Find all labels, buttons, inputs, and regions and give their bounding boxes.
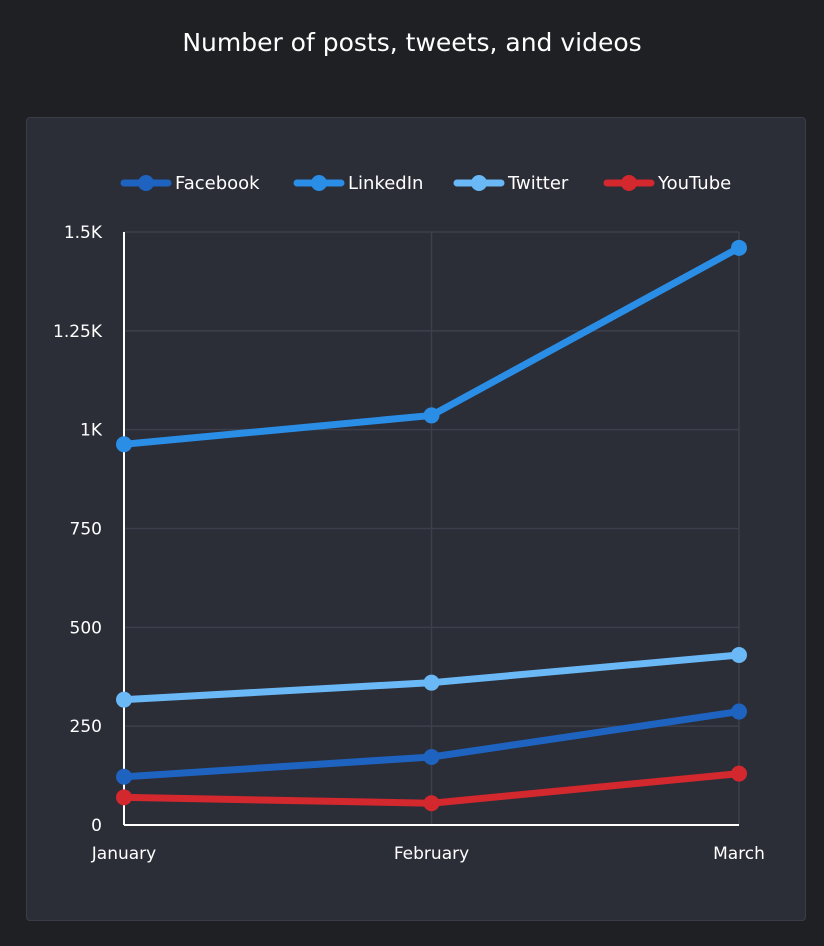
data-point-youtube [116,789,132,806]
y-tick-label: 1K [80,421,103,441]
y-tick-label: 1.5K [64,223,103,243]
legend-swatch-marker [138,175,154,191]
legend-label: LinkedIn [348,173,423,194]
y-tick-label: 500 [70,618,102,638]
legend-swatch-marker [311,175,327,191]
legend-swatch-marker [471,175,487,191]
legend: Facebook LinkedIn Twitter YouTube [120,173,731,194]
legend-item-linkedin: LinkedIn [293,173,423,194]
y-tick-label: 0 [91,816,102,836]
x-tick-label: February [394,844,469,864]
axes: 0 250 500 750 1K 1.25K 1.5K January February Marc… [53,223,765,864]
data-point-linkedin [731,239,747,256]
data-point-youtube [423,795,440,812]
y-tick-label: 750 [70,520,102,540]
legend-label: YouTube [657,173,731,194]
legend-label: Facebook [175,173,260,194]
chart-title: Number of posts, tweets, and videos [182,28,642,57]
data-point-facebook [731,703,747,720]
legend-item-youtube: YouTube [603,173,731,194]
data-point-youtube [731,765,747,782]
legend-label: Twitter [507,173,569,194]
series-lines [116,239,747,812]
data-point-linkedin [116,436,132,453]
data-point-twitter [423,674,440,691]
data-point-linkedin [423,407,440,424]
data-point-facebook [423,749,440,766]
y-tick-label: 1.25K [53,322,103,342]
chart-panel [26,117,806,921]
legend-item-twitter: Twitter [453,173,569,194]
data-point-twitter [731,647,747,664]
legend-swatch-marker [621,175,637,191]
x-tick-label: January [91,844,156,864]
grid [124,231,740,825]
y-tick-label: 250 [70,717,102,737]
x-tick-label: March [713,844,765,864]
data-point-facebook [116,768,132,785]
legend-item-facebook: Facebook [120,173,260,194]
data-point-twitter [116,691,132,708]
